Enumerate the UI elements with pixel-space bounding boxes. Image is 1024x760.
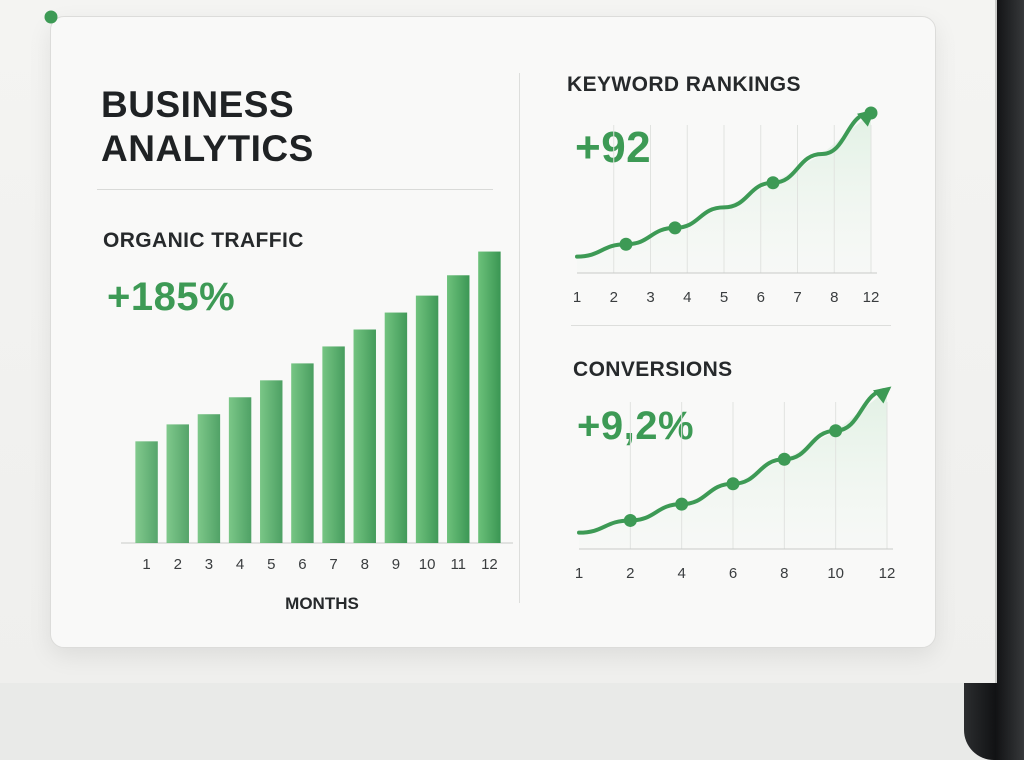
dashboard-card: BUSINESS ANALYTICS ORGANIC TRAFFIC +185%…	[44, 10, 936, 648]
keyword-rankings-data-point	[668, 221, 682, 235]
conversions-x-tick-label: 4	[677, 565, 685, 582]
conversions-data-point	[777, 452, 791, 466]
bar-x-tick-label: 9	[392, 556, 400, 573]
bar-month-3	[197, 414, 221, 543]
conversions-x-tick-label: 1	[575, 565, 583, 582]
bar-x-tick-label: 5	[267, 556, 275, 573]
keyword-rankings-data-point	[766, 176, 780, 190]
bar-x-tick-label: 4	[236, 556, 244, 573]
keyword-rankings-label: KEYWORD RANKINGS	[567, 73, 801, 96]
conversions-data-point	[623, 513, 637, 527]
bar-x-tick-label: 1	[142, 556, 150, 573]
bar-month-5	[260, 380, 283, 543]
keyword-rankings-x-tick-label: 5	[720, 289, 728, 306]
conversions-x-tick-label: 6	[729, 565, 737, 582]
keyword-rankings-x-tick-label: 12	[863, 289, 880, 306]
conversions-line-chart: 1 2 4 6 8 10 12	[575, 386, 896, 582]
keyword-rankings-x-tick-label: 8	[830, 289, 838, 306]
keyword-rankings-x-tick-label: 7	[793, 289, 801, 306]
keyword-rankings-metric: +92	[575, 123, 652, 172]
bar-x-axis-label: MONTHS	[285, 594, 359, 613]
conversions-x-tick-label: 8	[780, 565, 788, 582]
bar-x-tick-label: 2	[174, 556, 182, 573]
bar-x-tick-label: 8	[361, 556, 369, 573]
conversions-arrow-head	[873, 386, 892, 404]
bar-month-1	[135, 441, 158, 543]
conversions-x-tick-label: 2	[626, 565, 634, 582]
conversions-data-point	[726, 477, 740, 491]
bar-month-9	[384, 312, 408, 543]
page-title: BUSINESS ANALYTICS	[101, 83, 314, 171]
page-title-line-2: ANALYTICS	[101, 128, 314, 169]
conversions-x-tick-label: 10	[827, 565, 844, 582]
keyword-rankings-x-tick-label: 6	[757, 289, 765, 306]
bar-month-6	[291, 363, 314, 543]
conversions-metric: +9,2%	[577, 404, 695, 448]
keyword-rankings-data-point	[44, 10, 58, 24]
conversions-data-point	[829, 424, 843, 438]
keyword-rankings-x-tick-label: 4	[683, 289, 691, 306]
title-divider	[97, 189, 493, 190]
bar-month-4	[228, 397, 252, 543]
bar-x-tick-label: 6	[298, 556, 306, 573]
organic-traffic-label: ORGANIC TRAFFIC	[103, 229, 304, 252]
page-title-line-1: BUSINESS	[101, 84, 295, 125]
bar-x-tick-label: 12	[481, 556, 498, 573]
organic-traffic-metric: +185%	[107, 275, 236, 319]
device-screen: BUSINESS ANALYTICS ORGANIC TRAFFIC +185%…	[0, 0, 997, 683]
bar-x-tick-label: 10	[419, 556, 436, 573]
column-divider	[519, 73, 520, 603]
keyword-rankings-data-point	[619, 237, 633, 251]
conversions-data-point	[675, 497, 689, 511]
bar-month-10	[415, 295, 439, 543]
keyword-rankings-x-tick-label: 1	[573, 289, 581, 306]
bar-month-12	[478, 251, 501, 544]
conversions-area-fill	[579, 389, 887, 549]
conversions-x-tick-label: 12	[879, 565, 896, 582]
keyword-rankings-line-chart: 1 2 3 4 5 6 7 8 12	[44, 10, 880, 306]
right-panel-divider	[571, 325, 891, 326]
bar-month-8	[353, 329, 376, 543]
keyword-rankings-x-tick-label: 2	[610, 289, 618, 306]
keyword-rankings-data-point	[864, 106, 878, 120]
bar-x-tick-label: 7	[329, 556, 337, 573]
bar-x-tick-label: 11	[450, 556, 466, 573]
bar-month-11	[447, 275, 470, 543]
conversions-label: CONVERSIONS	[573, 358, 733, 381]
bar-month-7	[322, 346, 345, 543]
bar-month-2	[166, 424, 189, 543]
keyword-rankings-x-tick-label: 3	[646, 289, 654, 306]
bar-x-tick-label: 3	[205, 556, 213, 573]
